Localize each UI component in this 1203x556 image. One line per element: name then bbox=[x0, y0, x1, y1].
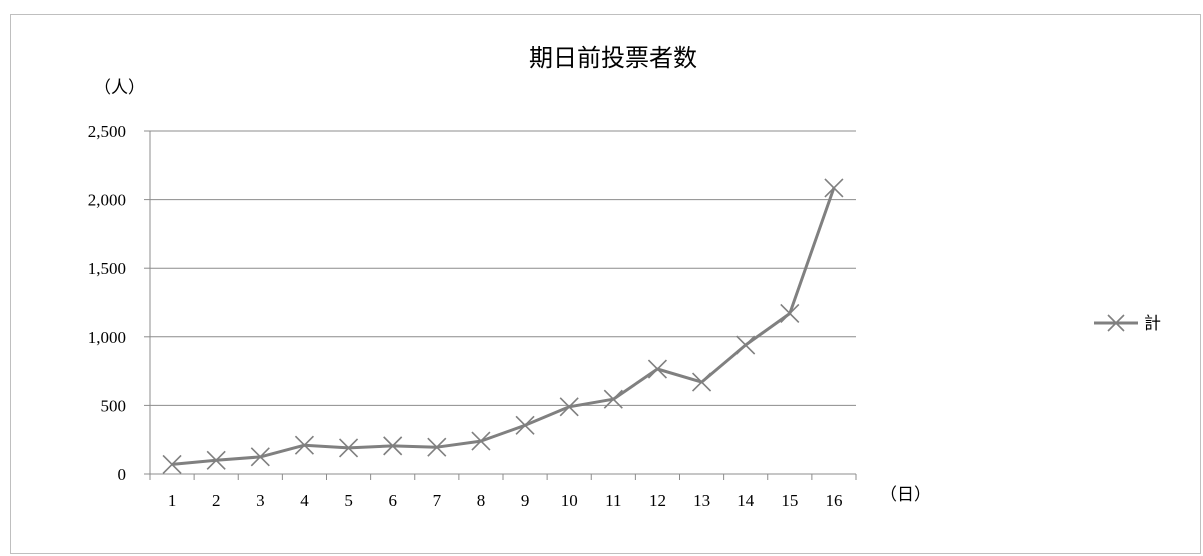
y-tick-label-1500: 1,500 bbox=[88, 259, 126, 278]
chart-title: 期日前投票者数 bbox=[529, 44, 697, 72]
y-tick-label-500: 500 bbox=[101, 396, 127, 415]
y-axis-ticks: 0 500 1,000 1,500 2,000 2,500 bbox=[88, 122, 126, 484]
data-point-4 bbox=[294, 435, 315, 455]
data-point-1 bbox=[162, 454, 182, 474]
data-point-11 bbox=[603, 389, 623, 409]
chart-frame bbox=[10, 14, 1201, 554]
axes bbox=[144, 130, 857, 480]
x-tick-label-2: 2 bbox=[212, 491, 221, 510]
data-point-14 bbox=[736, 335, 756, 355]
y-tick-label-2000: 2,000 bbox=[88, 191, 126, 210]
data-point-8 bbox=[471, 431, 491, 451]
x-tick-label-1: 1 bbox=[168, 491, 177, 510]
data-point-6 bbox=[383, 436, 403, 456]
x-tick-label-5: 5 bbox=[344, 491, 353, 510]
data-point-15 bbox=[780, 303, 800, 324]
x-tick-label-14: 14 bbox=[737, 491, 755, 510]
x-tick-label-6: 6 bbox=[388, 491, 397, 510]
x-tick-label-10: 10 bbox=[561, 491, 578, 510]
x-axis-unit-label: （日） bbox=[880, 485, 931, 505]
y-tick-label-0: 0 bbox=[118, 465, 127, 484]
x-tick-label-16: 16 bbox=[825, 491, 842, 510]
series-line-0 bbox=[171, 187, 836, 466]
legend-x-marker bbox=[1107, 314, 1125, 332]
data-point-12 bbox=[647, 359, 668, 379]
y-tick-label-2500: 2,500 bbox=[88, 122, 126, 141]
legend[interactable]: 計 bbox=[1094, 314, 1161, 334]
y-axis-unit-label: （人） bbox=[94, 78, 145, 98]
legend-label-計: 計 bbox=[1144, 314, 1161, 334]
data-point-13 bbox=[691, 372, 712, 392]
y-tick-label-1000: 1,000 bbox=[88, 328, 126, 347]
x-tick-label-4: 4 bbox=[300, 491, 309, 510]
x-tick-label-13: 13 bbox=[693, 491, 710, 510]
x-tick-label-11: 11 bbox=[605, 491, 621, 510]
data-point-5 bbox=[338, 438, 359, 458]
series-lines bbox=[162, 178, 844, 474]
data-point-9 bbox=[515, 415, 535, 435]
legend-marker-x bbox=[1107, 314, 1125, 332]
x-tick-label-7: 7 bbox=[433, 491, 442, 510]
data-point-7 bbox=[427, 437, 447, 457]
gridlines bbox=[150, 130, 856, 406]
data-point-16 bbox=[824, 178, 844, 198]
data-point-3 bbox=[250, 447, 270, 467]
data-point-10 bbox=[559, 397, 579, 417]
x-axis-ticks: 1 2 3 4 5 6 7 8 9 10 11 12 13 14 15 16 bbox=[168, 491, 843, 510]
data-point-2 bbox=[206, 450, 226, 470]
x-tick-label-12: 12 bbox=[649, 491, 666, 510]
x-tick-label-9: 9 bbox=[521, 491, 530, 510]
x-tick-label-15: 15 bbox=[781, 491, 798, 510]
x-tick-label-3: 3 bbox=[256, 491, 265, 510]
x-tick-label-8: 8 bbox=[477, 491, 486, 510]
